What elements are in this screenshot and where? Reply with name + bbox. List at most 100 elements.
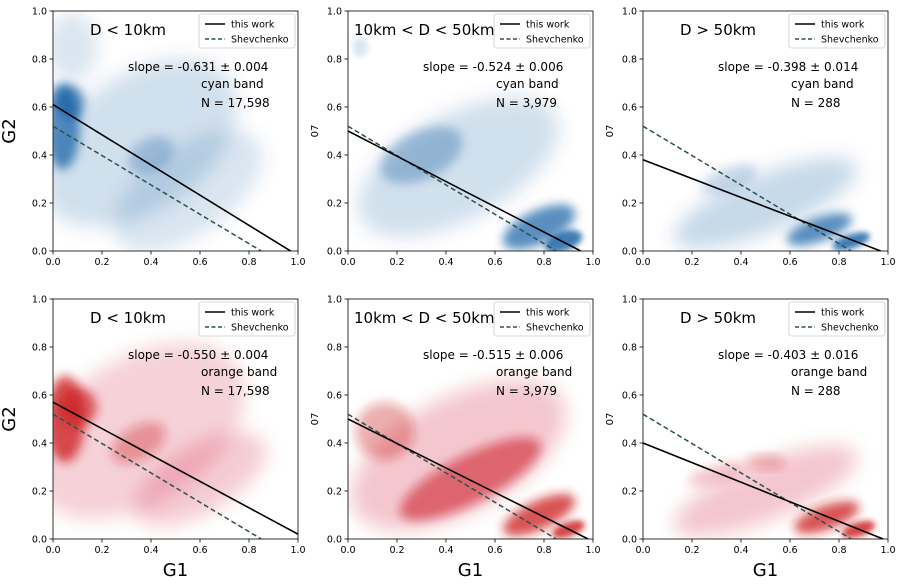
x-tick-label: 0.2 (94, 545, 109, 556)
density-blob (352, 37, 368, 57)
slope-annotation: slope = -0.550 ± 0.004 (128, 348, 268, 362)
density-blob (57, 387, 98, 427)
y-tick-label: 0.8 (327, 342, 342, 353)
lines-layer (53, 103, 292, 251)
x-axis-label: G1 (458, 560, 483, 581)
axes-frame (642, 10, 889, 252)
slope-annotation: slope = -0.403 ± 0.016 (718, 348, 858, 362)
band-annotation: cyan band (496, 77, 559, 91)
legend-box (788, 301, 886, 337)
y-tick-label: 0.2 (622, 198, 637, 209)
y-tick-label: 0.0 (622, 534, 637, 545)
legend-label-shevchenko: Shevchenko (821, 35, 879, 46)
y-tick-label: 0.6 (327, 390, 342, 401)
y-axis-label: G2 (0, 406, 20, 431)
count-annotation: N = 3,979 (496, 384, 557, 398)
x-tick-label: 0.8 (536, 545, 551, 556)
chart-panel-3: 0.0 0.2 0.4 0.6 0.8 1.0 0.0 0.2 0.4 0.6 0.8 1.0 07 D … (605, 6, 896, 268)
x-axis-label: G1 (753, 560, 778, 581)
y-tick-label: 0.4 (622, 438, 637, 449)
legend-label-this-work: this work (231, 20, 275, 31)
panel-title: 10km < D < 50km (354, 309, 495, 327)
x-tick-label: 0.8 (536, 257, 551, 268)
density-blob (502, 204, 576, 250)
x-tick-label: 0.0 (45, 545, 60, 556)
x-tick-label: 0.6 (487, 545, 502, 556)
x-tick-label: 0.4 (733, 545, 748, 556)
band-annotation: orange band (791, 365, 867, 379)
y-tick-label: 0.6 (327, 102, 342, 113)
x-tick-label: 0.0 (45, 257, 60, 268)
x-tick-label: 0.6 (192, 257, 207, 268)
y-tick-label: 1.0 (32, 6, 47, 17)
y-tick-label: 0.4 (327, 150, 342, 161)
y-tick-label: 0.0 (32, 246, 47, 257)
slope-annotation: slope = -0.398 ± 0.014 (718, 60, 858, 74)
density-blob (673, 445, 858, 537)
y-tick-label: 0.2 (622, 486, 637, 497)
y-tick-label: 0.8 (327, 54, 342, 65)
reference-line-shevchenko (643, 125, 852, 251)
slope-annotation: slope = -0.515 ± 0.006 (423, 348, 563, 362)
legend-label-shevchenko: Shevchenko (231, 35, 289, 46)
legend-box (788, 13, 886, 49)
lines-layer (348, 125, 582, 251)
band-annotation: orange band (201, 365, 277, 379)
y-tick-label: 0.0 (327, 534, 342, 545)
count-annotation: N = 288 (791, 96, 841, 110)
legend-label-this-work: this work (526, 20, 570, 31)
y-tick-label: 1.0 (32, 294, 47, 305)
legend-box (198, 13, 296, 49)
legend-box (493, 301, 591, 337)
reference-line-shevchenko (643, 413, 852, 539)
y-tick-label: 1.0 (327, 294, 342, 305)
y-tick-label: 0.6 (622, 390, 637, 401)
y-tick-label: 0.2 (32, 198, 47, 209)
density-blob (673, 157, 858, 249)
y-tick-label: 0.6 (622, 102, 637, 113)
legend-label-this-work: this work (821, 308, 865, 319)
fit-line-this-work (348, 130, 582, 251)
density-blob (55, 85, 85, 119)
axes-frame (52, 298, 299, 540)
y-tick-label: 0.2 (327, 486, 342, 497)
reference-line-shevchenko (348, 125, 557, 251)
density-blob (134, 432, 266, 526)
y-tick-label: 0.8 (32, 342, 47, 353)
fit-line-this-work (348, 418, 589, 539)
y-tick-label: 0.8 (622, 342, 637, 353)
y-tick-label: 0.6 (32, 390, 47, 401)
y-tick-label: 0.2 (327, 198, 342, 209)
x-tick-label: 1.0 (290, 545, 305, 556)
y-tick-label: 0.8 (622, 54, 637, 65)
y-axis-label: 07 (310, 413, 321, 426)
x-tick-label: 0.8 (831, 545, 846, 556)
legend-label-this-work: this work (821, 20, 865, 31)
y-tick-label: 0.2 (32, 486, 47, 497)
count-annotation: N = 288 (791, 384, 841, 398)
reference-line-shevchenko (53, 413, 262, 539)
x-tick-label: 0.2 (389, 257, 404, 268)
y-axis-label: 07 (605, 125, 616, 138)
legend-label-this-work: this work (526, 308, 570, 319)
density-layer (673, 157, 871, 251)
reference-line-shevchenko (53, 125, 262, 251)
lines-layer (53, 401, 298, 539)
fit-line-this-work (53, 103, 292, 251)
x-tick-label: 0.0 (340, 257, 355, 268)
y-tick-label: 1.0 (622, 294, 637, 305)
x-tick-label: 1.0 (585, 545, 600, 556)
x-tick-label: 0.8 (241, 545, 256, 556)
density-blob (113, 130, 263, 251)
y-tick-label: 0.6 (32, 102, 47, 113)
band-annotation: orange band (496, 365, 572, 379)
x-tick-label: 0.2 (684, 545, 699, 556)
density-blob (128, 135, 174, 175)
density-blob (380, 126, 463, 184)
legend-box (493, 13, 591, 49)
panel-title: D < 10km (90, 309, 166, 327)
x-tick-label: 0.8 (241, 257, 256, 268)
chart-panel-5: 0.0 0.2 0.4 0.6 0.8 1.0 0.0 0.2 0.4 0.6 0.8 1.0 07 G1… (310, 294, 601, 581)
band-annotation: cyan band (201, 77, 264, 91)
